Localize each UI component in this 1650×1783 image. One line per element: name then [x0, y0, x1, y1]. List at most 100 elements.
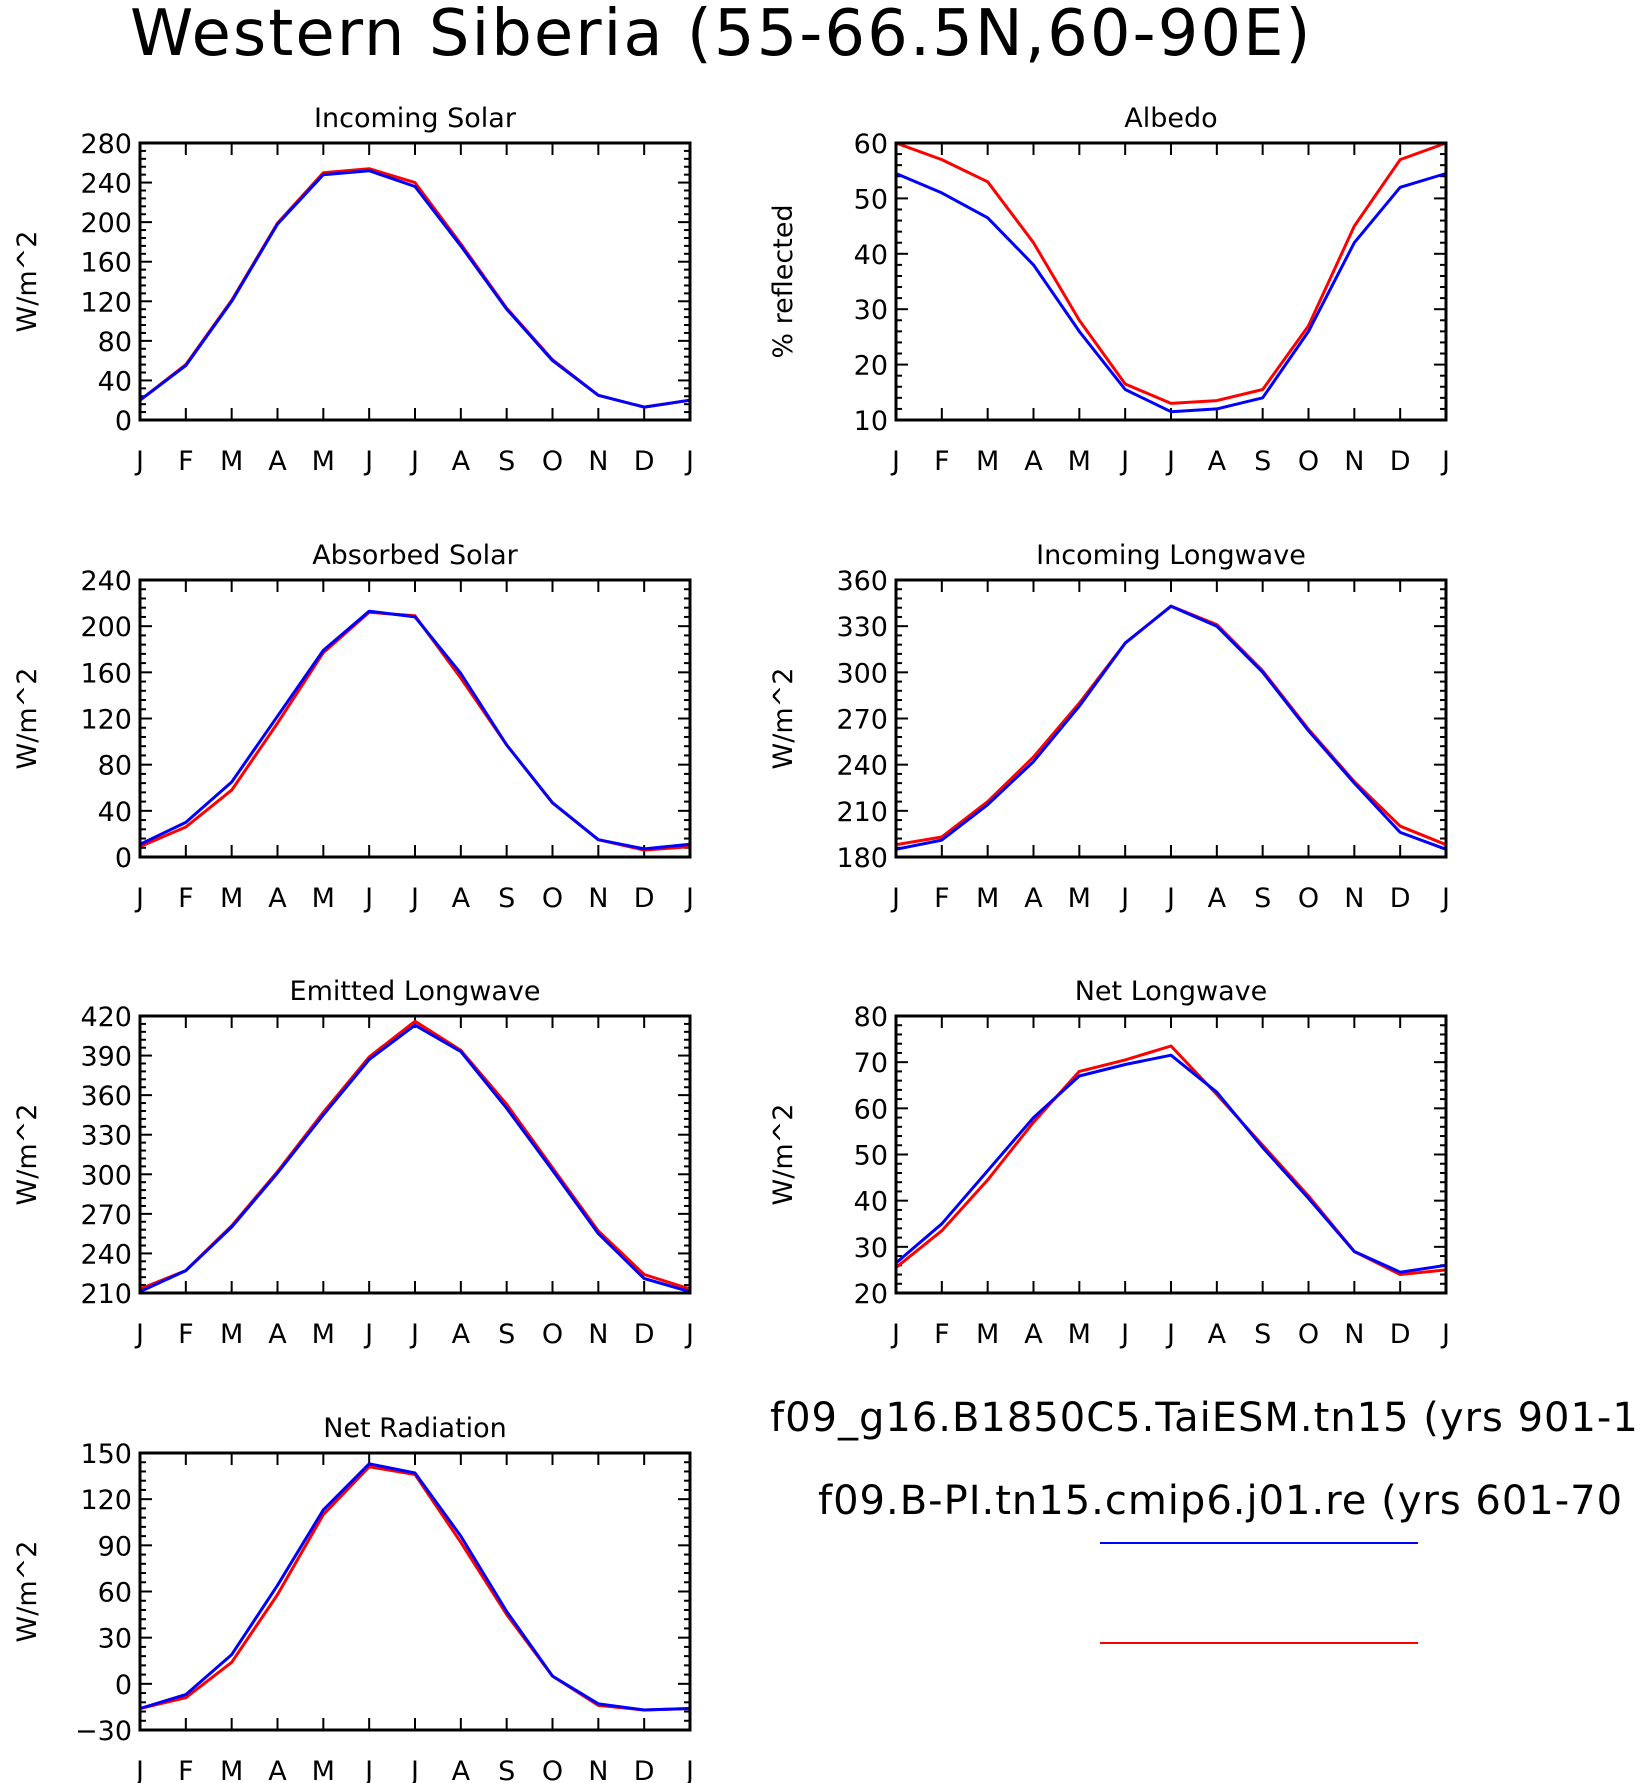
legend-line-taiesm [1100, 1542, 1418, 1544]
chart-title: Net Radiation [323, 1413, 507, 1444]
x-tick-label: S [1254, 883, 1271, 914]
y-tick-label: 30 [854, 1233, 888, 1264]
chart-incoming-longwave: Incoming Longwave W/m^2 180 210 240 270 300 330… [768, 540, 1450, 914]
x-tick-label: J [1440, 1319, 1450, 1350]
plot-frame [138, 1451, 692, 1732]
x-tick-label: S [498, 1319, 515, 1350]
plot-frame [138, 141, 692, 422]
y-tick-label: 30 [854, 295, 888, 326]
y-tick-label: 180 [836, 843, 888, 874]
plot-frame [138, 578, 692, 859]
y-axis-label: W/m^2 [12, 231, 43, 333]
y-tick-label: 150 [80, 1439, 132, 1470]
x-tick-label: J [1165, 1319, 1175, 1350]
y-tick-label: 120 [80, 1485, 132, 1516]
x-tick-label: J [1440, 446, 1450, 477]
y-tick-label: 200 [80, 612, 132, 643]
y-tick-label: 300 [80, 1160, 132, 1191]
legend-line-cmip6 [1100, 1642, 1418, 1644]
y-tick-label: 40 [854, 1187, 888, 1218]
y-tick-label: 240 [80, 566, 132, 597]
x-tick-label: O [542, 1319, 563, 1350]
series-line-taiesm [895, 172, 1447, 414]
x-tick-label: J [134, 1756, 144, 1783]
legend-label-cmip6: f09.B-PI.tn15.cmip6.j01.re (yrs 601-70 [818, 1478, 1624, 1524]
x-tick-label: J [409, 446, 419, 477]
x-tick-label: A [1024, 446, 1043, 477]
y-tick-label: 360 [836, 566, 888, 597]
y-axis-label: W/m^2 [12, 1104, 43, 1206]
x-tick-label: A [1208, 1319, 1227, 1350]
x-tick-label: O [1298, 446, 1319, 477]
plot-frame [894, 141, 1448, 422]
y-tick-label: 330 [80, 1121, 132, 1152]
y-tick-label: 10 [854, 406, 888, 437]
series-line-cmip6 [895, 141, 1447, 405]
chart-title: Absorbed Solar [312, 540, 518, 571]
chart-title: Incoming Solar [314, 103, 517, 134]
plot-frame [894, 578, 1448, 859]
x-tick-label: M [1068, 883, 1091, 914]
x-tick-label: J [363, 1756, 373, 1783]
x-tick-label: J [363, 446, 373, 477]
x-tick-label: A [1208, 883, 1227, 914]
x-tick-label: A [1024, 1319, 1043, 1350]
y-tick-label: 60 [854, 1094, 888, 1125]
series-line-taiesm [895, 1053, 1447, 1274]
y-tick-label: 90 [98, 1531, 132, 1562]
y-tick-label: 360 [80, 1081, 132, 1112]
y-tick-label: 30 [98, 1624, 132, 1655]
x-tick-label: O [1298, 1319, 1319, 1350]
x-tick-label: A [452, 446, 471, 477]
x-tick-label: J [1440, 883, 1450, 914]
y-tick-label: 80 [854, 1002, 888, 1033]
y-tick-label: 50 [854, 184, 888, 215]
x-tick-label: D [1390, 446, 1411, 477]
x-tick-label: N [1344, 883, 1364, 914]
y-tick-label: 60 [98, 1578, 132, 1609]
y-tick-label: 0 [115, 406, 132, 437]
y-tick-label: 40 [854, 240, 888, 271]
x-tick-label: A [268, 1319, 287, 1350]
series-line-taiesm [139, 1462, 691, 1712]
series-line-taiesm [139, 169, 691, 409]
x-tick-label: D [1390, 883, 1411, 914]
x-tick-label: F [178, 1756, 194, 1783]
y-tick-label: 330 [836, 612, 888, 643]
y-tick-label: 20 [854, 1279, 888, 1310]
y-tick-label: 60 [854, 129, 888, 160]
series-line-cmip6 [139, 1465, 691, 1712]
x-tick-label: J [684, 1319, 694, 1350]
y-tick-label: −30 [75, 1716, 132, 1747]
y-tick-label: 280 [80, 129, 132, 160]
plot-frame [138, 1014, 692, 1295]
chart-incoming-solar: Incoming Solar W/m^2 0 40 80 120 160 200 240 280 J… [12, 103, 694, 477]
x-tick-label: A [452, 1756, 471, 1783]
x-tick-label: F [178, 446, 194, 477]
x-tick-label: J [1165, 883, 1175, 914]
y-tick-label: 300 [836, 658, 888, 689]
x-tick-label: D [634, 883, 655, 914]
x-tick-label: J [1119, 1319, 1129, 1350]
y-axis-label: W/m^2 [768, 668, 799, 770]
chart-title: Incoming Longwave [1036, 540, 1306, 571]
x-tick-label: D [634, 446, 655, 477]
x-tick-label: J [890, 883, 900, 914]
x-tick-label: M [312, 446, 335, 477]
y-tick-label: 0 [115, 843, 132, 874]
chart-title: Net Longwave [1075, 976, 1268, 1007]
x-tick-label: M [976, 446, 999, 477]
x-tick-label: D [634, 1319, 655, 1350]
x-tick-label: F [178, 1319, 194, 1350]
x-tick-label: M [312, 1756, 335, 1783]
y-tick-label: 40 [98, 366, 132, 397]
chart-title: Albedo [1124, 103, 1217, 134]
y-axis-label: W/m^2 [12, 1541, 43, 1643]
y-axis-label: W/m^2 [768, 1104, 799, 1206]
x-tick-label: S [498, 446, 515, 477]
x-tick-label: A [268, 446, 287, 477]
x-tick-label: F [934, 883, 950, 914]
